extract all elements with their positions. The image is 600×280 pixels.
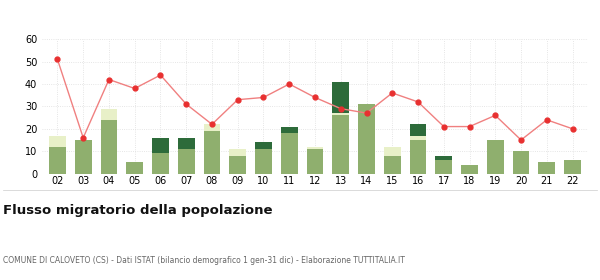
Bar <box>178 149 194 174</box>
Bar <box>487 140 503 174</box>
Bar <box>49 136 66 147</box>
Bar <box>358 104 375 174</box>
Bar <box>229 156 246 174</box>
Text: Flusso migratorio della popolazione: Flusso migratorio della popolazione <box>3 204 272 217</box>
Bar <box>384 147 401 156</box>
Bar <box>332 82 349 113</box>
Bar <box>75 140 92 174</box>
Bar <box>281 127 298 133</box>
Bar <box>229 149 246 156</box>
Bar <box>255 149 272 174</box>
Bar <box>512 151 529 174</box>
Legend: Iscritti (da altri comuni), Iscritti (dall'estero), Iscritti (altri), Cancellati: Iscritti (da altri comuni), Iscritti (da… <box>14 0 422 3</box>
Bar <box>152 153 169 174</box>
Bar <box>307 149 323 174</box>
Bar <box>203 124 220 131</box>
Bar <box>436 160 452 174</box>
Text: COMUNE DI CALOVETO (CS) - Dati ISTAT (bilancio demografico 1 gen-31 dic) - Elabo: COMUNE DI CALOVETO (CS) - Dati ISTAT (bi… <box>3 256 405 265</box>
Bar <box>178 138 194 149</box>
Bar <box>101 120 118 174</box>
Bar <box>461 165 478 174</box>
Bar <box>332 113 349 115</box>
Bar <box>307 147 323 149</box>
Bar <box>410 124 427 136</box>
Bar <box>101 109 118 120</box>
Bar <box>203 131 220 174</box>
Bar <box>538 162 555 174</box>
Bar <box>564 160 581 174</box>
Bar <box>410 140 427 174</box>
Bar <box>127 162 143 174</box>
Bar <box>384 156 401 174</box>
Bar <box>152 138 169 153</box>
Bar <box>49 147 66 174</box>
Bar <box>255 142 272 149</box>
Bar <box>281 133 298 174</box>
Bar <box>332 115 349 174</box>
Bar <box>410 136 427 140</box>
Bar <box>436 156 452 160</box>
